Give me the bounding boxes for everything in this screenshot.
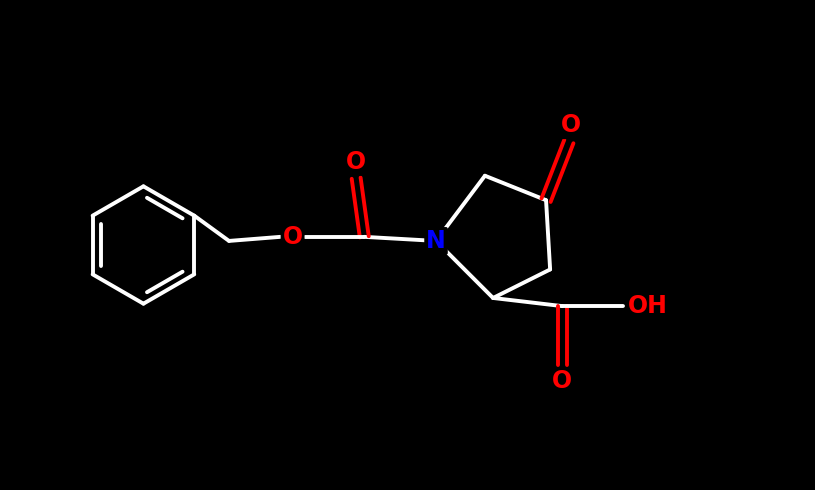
Text: OH: OH [628,294,667,318]
Text: O: O [553,369,572,393]
Text: O: O [561,113,580,137]
Text: N: N [426,229,446,253]
Text: O: O [283,225,302,249]
Text: O: O [346,150,366,174]
